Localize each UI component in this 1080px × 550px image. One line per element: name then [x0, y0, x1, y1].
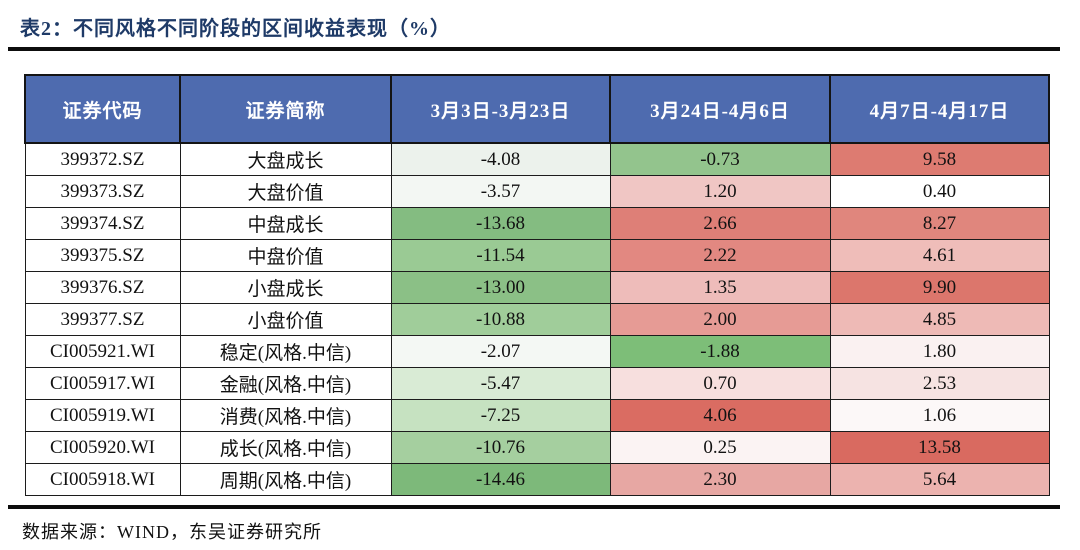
return-value-cell: 1.80 — [829, 335, 1050, 368]
return-value-cell: -4.08 — [390, 142, 611, 176]
table-body: 399372.SZ 大盘成长 -4.08 -0.73 9.58 399373.SZ 大盘价值… — [24, 142, 1050, 496]
return-value-cell: 9.90 — [829, 271, 1050, 304]
security-name-cell: 大盘价值 — [179, 175, 392, 208]
title-divider-rule — [8, 47, 1060, 51]
return-value-cell: 0.25 — [609, 431, 831, 464]
table-row: CI005917.WI 金融(风格.中信) -5.47 0.70 2.53 — [24, 367, 1050, 400]
return-value-cell: 0.70 — [609, 367, 831, 400]
return-value-cell: 5.64 — [829, 463, 1050, 496]
security-name-cell: 中盘成长 — [179, 207, 392, 240]
return-value-cell: 8.27 — [829, 207, 1050, 240]
return-value-cell: 2.30 — [609, 463, 831, 496]
table-row: CI005919.WI 消费(风格.中信) -7.25 4.06 1.06 — [24, 399, 1050, 432]
style-returns-table: 证券代码 证券简称 3月3日-3月23日 3月24日-4月6日 4月7日-4月1… — [24, 74, 1050, 496]
security-name-cell: 稳定(风格.中信) — [179, 335, 392, 368]
table-row: 399374.SZ 中盘成长 -13.68 2.66 8.27 — [24, 207, 1050, 240]
security-code-cell: 399374.SZ — [24, 207, 181, 240]
table-title: 表2：不同风格不同阶段的区间收益表现（%） — [20, 18, 451, 40]
security-code-cell: CI005920.WI — [24, 431, 181, 464]
security-code-cell: 399372.SZ — [24, 142, 181, 176]
return-value-cell: 4.85 — [829, 303, 1050, 336]
return-value-cell: -1.88 — [609, 335, 831, 368]
return-value-cell: -3.57 — [390, 175, 611, 208]
security-name-cell: 小盘成长 — [179, 271, 392, 304]
return-value-cell: 9.58 — [829, 142, 1050, 176]
return-value-cell: -10.76 — [390, 431, 611, 464]
return-value-cell: -5.47 — [390, 367, 611, 400]
return-value-cell: -13.68 — [390, 207, 611, 240]
return-value-cell: -7.25 — [390, 399, 611, 432]
table-row: 399375.SZ 中盘价值 -11.54 2.22 4.61 — [24, 239, 1050, 272]
security-name-cell: 成长(风格.中信) — [179, 431, 392, 464]
column-header-period-1: 3月3日-3月23日 — [390, 74, 611, 144]
column-header-security-code: 证券代码 — [24, 74, 181, 144]
security-name-cell: 金融(风格.中信) — [179, 367, 392, 400]
return-value-cell: 1.35 — [609, 271, 831, 304]
return-value-cell: 2.66 — [609, 207, 831, 240]
column-header-security-name: 证券简称 — [179, 74, 392, 144]
table-row: 399377.SZ 小盘价值 -10.88 2.00 4.85 — [24, 303, 1050, 336]
security-code-cell: CI005917.WI — [24, 367, 181, 400]
return-value-cell: -2.07 — [390, 335, 611, 368]
security-code-cell: CI005921.WI — [24, 335, 181, 368]
table-row: CI005920.WI 成长(风格.中信) -10.76 0.25 13.58 — [24, 431, 1050, 464]
security-code-cell: 399377.SZ — [24, 303, 181, 336]
return-value-cell: 1.06 — [829, 399, 1050, 432]
security-code-cell: 399375.SZ — [24, 239, 181, 272]
security-code-cell: 399376.SZ — [24, 271, 181, 304]
return-value-cell: 4.61 — [829, 239, 1050, 272]
table-row: 399376.SZ 小盘成长 -13.00 1.35 9.90 — [24, 271, 1050, 304]
return-value-cell: -13.00 — [390, 271, 611, 304]
return-value-cell: -10.88 — [390, 303, 611, 336]
security-code-cell: CI005918.WI — [24, 463, 181, 496]
security-name-cell: 周期(风格.中信) — [179, 463, 392, 496]
security-name-cell: 小盘价值 — [179, 303, 392, 336]
column-header-period-3: 4月7日-4月17日 — [829, 74, 1050, 144]
security-name-cell: 中盘价值 — [179, 239, 392, 272]
return-value-cell: 4.06 — [609, 399, 831, 432]
bottom-divider-rule — [8, 505, 1060, 509]
table-header-row: 证券代码 证券简称 3月3日-3月23日 3月24日-4月6日 4月7日-4月1… — [24, 74, 1050, 144]
table-row: 399373.SZ 大盘价值 -3.57 1.20 0.40 — [24, 175, 1050, 208]
table-row: 399372.SZ 大盘成长 -4.08 -0.73 9.58 — [24, 142, 1050, 176]
table-row: CI005921.WI 稳定(风格.中信) -2.07 -1.88 1.80 — [24, 335, 1050, 368]
return-value-cell: 2.00 — [609, 303, 831, 336]
security-code-cell: CI005919.WI — [24, 399, 181, 432]
return-value-cell: 1.20 — [609, 175, 831, 208]
return-value-cell: 0.40 — [829, 175, 1050, 208]
return-value-cell: 2.53 — [829, 367, 1050, 400]
data-source: 数据来源：WIND，东吴证券研究所 — [22, 522, 322, 542]
return-value-cell: -0.73 — [609, 142, 831, 176]
security-code-cell: 399373.SZ — [24, 175, 181, 208]
return-value-cell: -14.46 — [390, 463, 611, 496]
return-value-cell: 13.58 — [829, 431, 1050, 464]
security-name-cell: 消费(风格.中信) — [179, 399, 392, 432]
security-name-cell: 大盘成长 — [179, 142, 392, 176]
return-value-cell: 2.22 — [609, 239, 831, 272]
return-value-cell: -11.54 — [390, 239, 611, 272]
column-header-period-2: 3月24日-4月6日 — [609, 74, 831, 144]
table-row: CI005918.WI 周期(风格.中信) -14.46 2.30 5.64 — [24, 463, 1050, 496]
